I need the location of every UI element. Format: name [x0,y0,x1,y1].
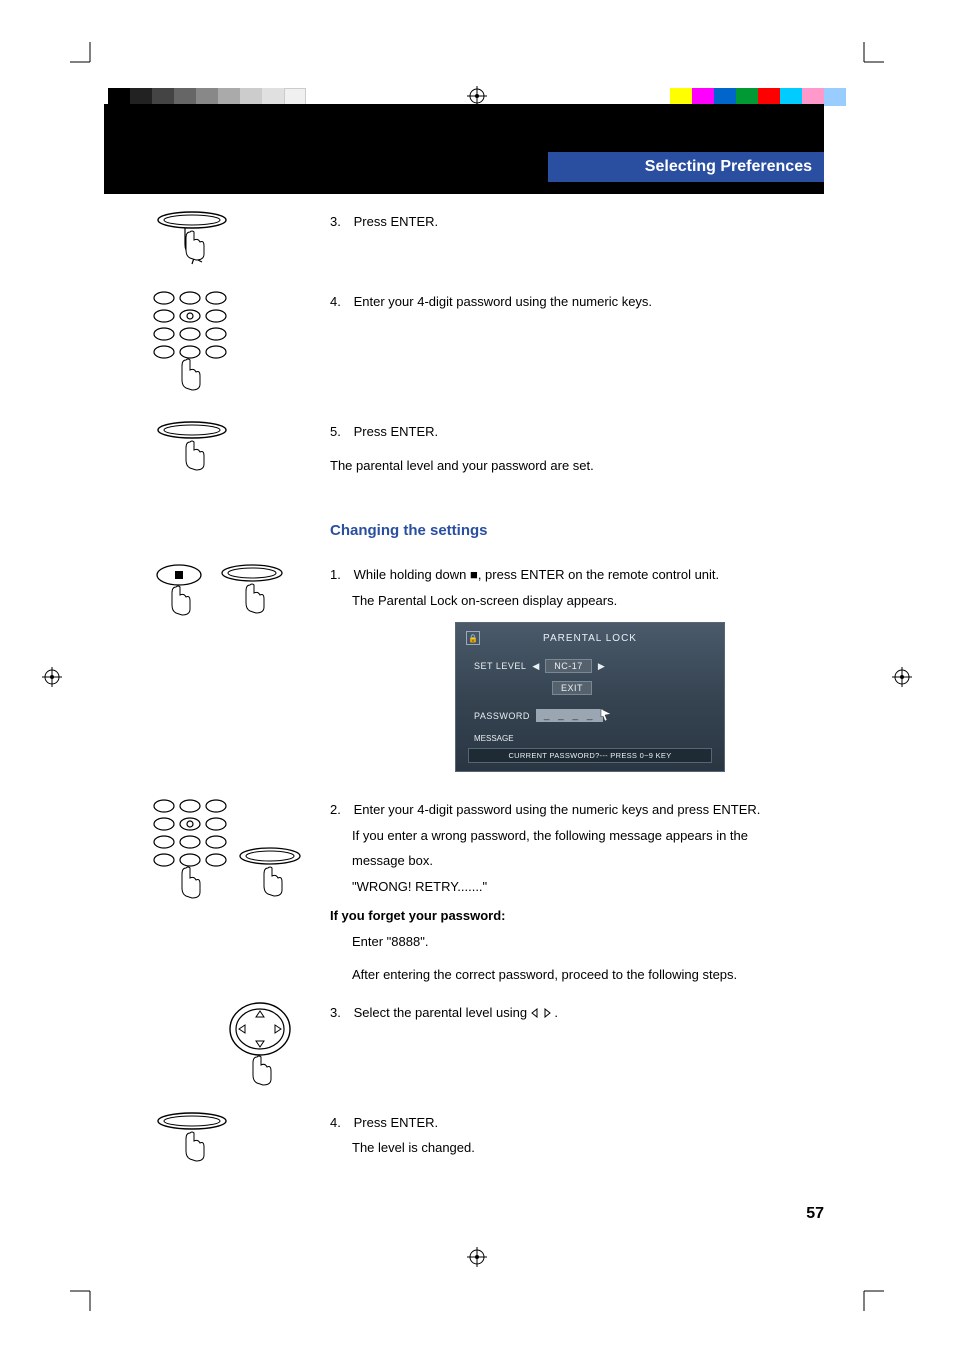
registration-mark-bottom [467,1247,487,1267]
step-b4-l2: The level is changed. [330,1138,850,1158]
step-b4-l1: Press ENTER. [354,1115,439,1130]
step-b3-before: Select the parental level using [354,1005,531,1020]
step-text: Press ENTER. [354,424,439,439]
step-b3: 3. Select the parental level using . [330,1003,850,1023]
step-b1: 1. While holding down ■, press ENTER on … [330,565,850,585]
right-arrow-icon: ▶ [598,661,605,672]
step-b2: 2. Enter your 4-digit password using the… [330,800,850,820]
step-number: 3. [330,1003,350,1023]
crop-mark-tr [854,42,884,72]
step-text: Enter your 4-digit password using the nu… [354,294,652,309]
crop-mark-bl [70,1281,100,1311]
registration-mark-top [467,86,487,106]
step-5: 5. Press ENTER. [330,422,850,442]
step-b2-l2: If you enter a wrong password, the follo… [330,826,850,846]
step-text-l1: Enter your 4-digit password using the nu… [354,802,761,817]
step-text: Press ENTER. [354,214,439,229]
page-content: 3. Press ENTER. [150,210,850,1191]
osd-message-text: CURRENT PASSWORD?--- PRESS 0~9 KEY [468,748,712,763]
enter-button-icon [150,210,234,270]
osd-title: PARENTAL LOCK [456,633,724,644]
step-number: 5. [330,422,350,442]
step-number: 3. [330,212,350,232]
osd-set-level-label: SET LEVEL [474,661,526,671]
cursor-icon [599,707,613,721]
section-title: Selecting Preferences [645,158,812,176]
color-swatch [824,88,846,106]
step-4: 4. Enter your 4-digit password using the… [330,292,850,312]
step-number: 1. [330,565,350,585]
parental-lock-osd: 🔒 PARENTAL LOCK SET LEVEL ◀ NC-17 ▶ EXIT… [455,622,725,772]
left-arrow-icon: ◀ [532,661,539,672]
forgot-after: After entering the correct password, pro… [330,965,850,985]
enter-button-icon [150,420,234,480]
note-a: The parental level and your password are… [330,456,850,476]
step-b2-l4: "WRONG! RETRY......." [330,877,850,897]
osd-message-label: MESSAGE [474,734,514,743]
stop-button-icon [150,563,208,621]
osd-password-label: PASSWORD [474,711,530,721]
numeric-keypad-icon [150,290,234,400]
osd-exit: EXIT [552,681,592,695]
manual-page: Selecting Preferences 3. Press ENTER. [0,0,954,1353]
step-number: 2. [330,800,350,820]
step-b4: 4. Press ENTER. [330,1113,850,1133]
step-b2-l3: message box. [330,851,850,871]
osd-password-field: _ _ _ _ [536,709,604,722]
page-number: 57 [806,1205,824,1223]
registration-mark-left [42,667,62,687]
crop-mark-br [854,1281,884,1311]
step-b1-l2: The Parental Lock on-screen display appe… [330,591,850,611]
step-number: 4. [330,1113,350,1133]
numeric-keypad-icon [150,798,230,908]
enter-button-icon [234,846,306,904]
left-right-arrow-icon [531,1008,551,1018]
step-3: 3. Press ENTER. [330,212,850,232]
registration-mark-right [892,667,912,687]
enter-button-icon [218,563,286,621]
dpad-icon [225,1001,295,1091]
subsection-title: Changing the settings [330,522,850,539]
enter-button-icon [150,1111,234,1171]
forgot-heading: If you forget your password: [330,906,850,926]
step-number: 4. [330,292,350,312]
step-b3-after: . [554,1005,558,1020]
step-text-l1: While holding down ■, press ENTER on the… [354,567,720,582]
crop-mark-tl [70,42,100,72]
osd-set-level-value: NC-17 [545,659,592,673]
section-header: Selecting Preferences [548,152,824,182]
forgot-line: Enter "8888". [330,932,850,952]
